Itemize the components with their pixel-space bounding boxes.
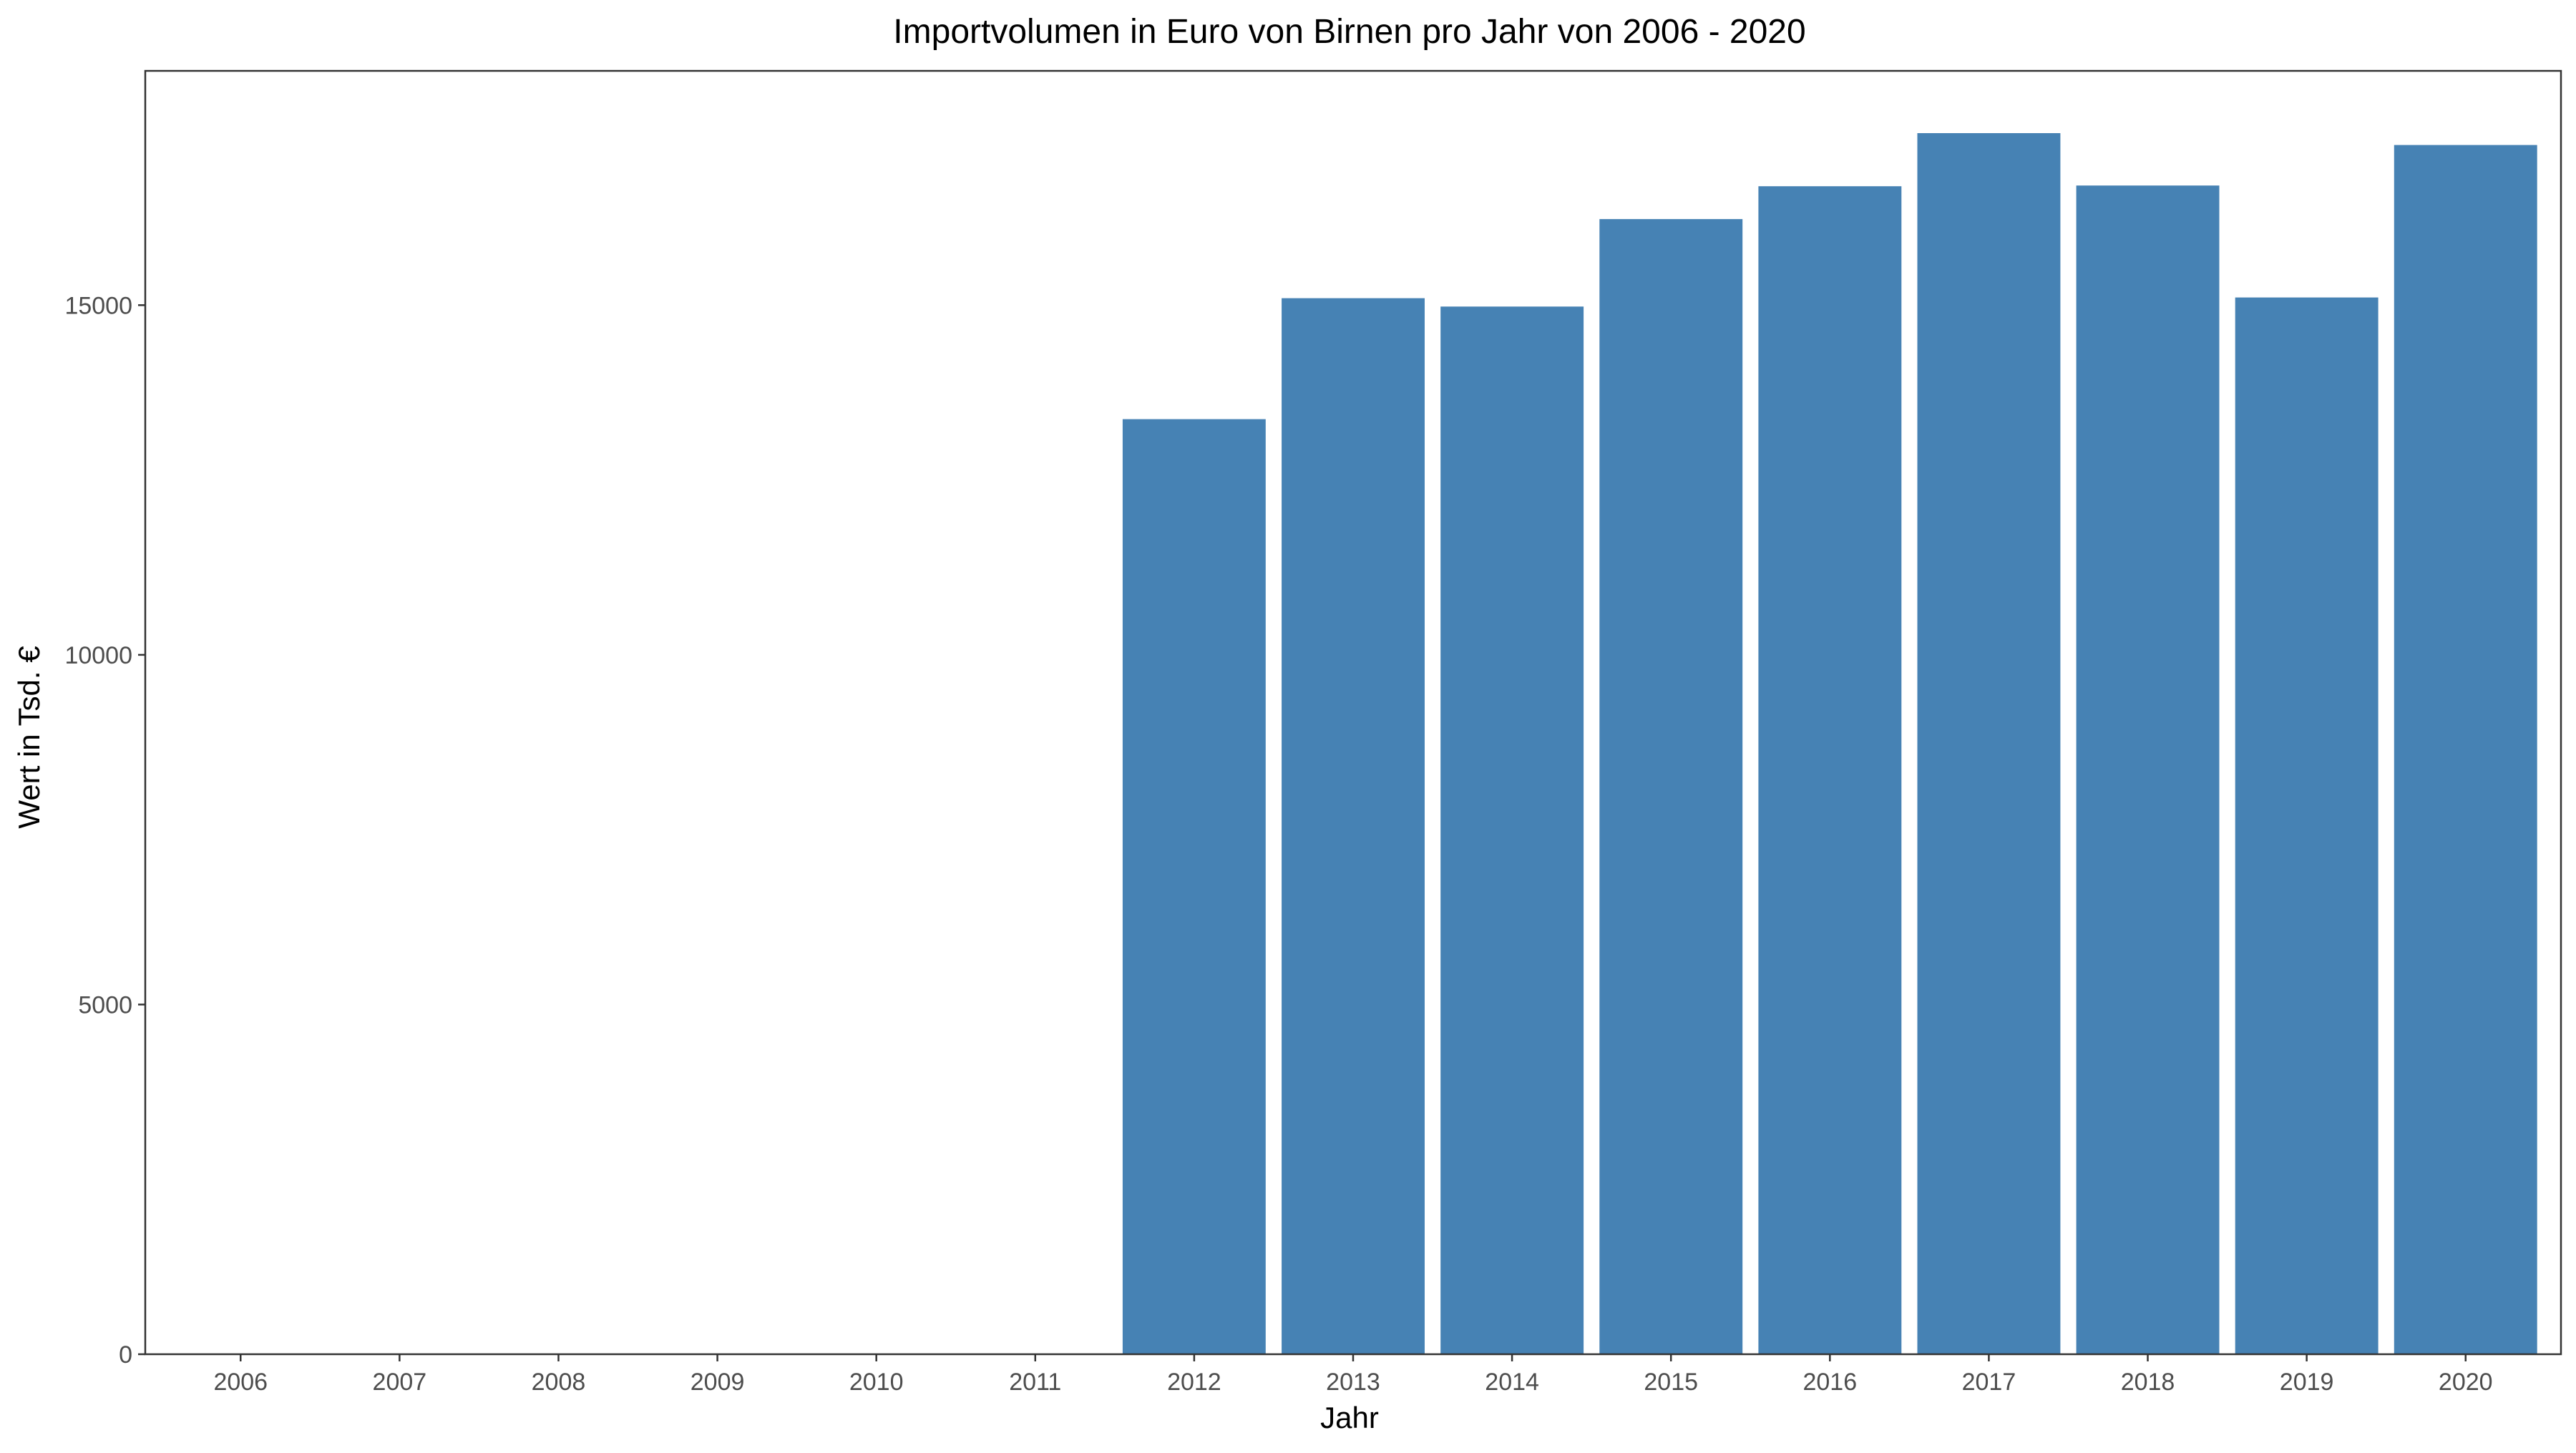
- y-tick-label: 5000: [78, 991, 132, 1019]
- bar-2016: [1758, 186, 1902, 1355]
- y-axis: 0 5000 10000 15000: [64, 292, 145, 1369]
- bars: [1122, 133, 2537, 1355]
- x-tick-label: 2015: [1644, 1369, 1698, 1396]
- y-axis-title: Wert in Tsd. €: [12, 646, 46, 828]
- bar-2018: [2076, 185, 2220, 1355]
- x-tick-label: 2012: [1167, 1369, 1221, 1396]
- x-tick-label: 2017: [1962, 1369, 2016, 1396]
- bar-2012: [1122, 419, 1266, 1354]
- y-tick-label: 15000: [64, 292, 132, 319]
- x-axis: 2006 2007 2008 2009 2010 2011 2012 2013 2014 2015…: [213, 1354, 2493, 1396]
- bar-2014: [1440, 306, 1584, 1354]
- x-axis-title: Jahr: [1320, 1401, 1379, 1434]
- x-tick-label: 2014: [1485, 1369, 1539, 1396]
- bar-2017: [1917, 133, 2061, 1354]
- x-tick-label: 2008: [532, 1369, 586, 1396]
- x-tick-label: 2011: [1009, 1369, 1061, 1396]
- x-tick-label: 2013: [1326, 1369, 1380, 1396]
- x-tick-label: 2006: [213, 1369, 268, 1396]
- x-tick-label: 2010: [849, 1369, 904, 1396]
- y-tick-label: 10000: [64, 642, 132, 669]
- x-tick-label: 2020: [2439, 1369, 2493, 1396]
- x-tick-label: 2016: [1802, 1369, 1857, 1396]
- chart-title: Importvolumen in Euro von Birnen pro Jah…: [893, 13, 1805, 51]
- x-tick-label: 2018: [2121, 1369, 2175, 1396]
- x-tick-label: 2009: [691, 1369, 745, 1396]
- bar-2015: [1599, 219, 1743, 1355]
- y-tick-label: 0: [119, 1341, 132, 1369]
- x-tick-label: 2019: [2280, 1369, 2334, 1396]
- plot-panel-border: [144, 69, 2562, 1356]
- bar-2013: [1282, 298, 1425, 1355]
- bar-2020: [2394, 145, 2537, 1355]
- bar-2019: [2235, 297, 2379, 1355]
- x-tick-label: 2007: [373, 1369, 427, 1396]
